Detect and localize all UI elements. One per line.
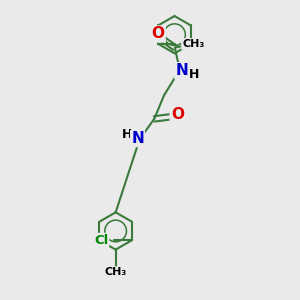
Text: Cl: Cl	[94, 234, 108, 247]
Text: CH₃: CH₃	[182, 39, 204, 49]
Text: H: H	[189, 68, 200, 81]
Text: CH₃: CH₃	[104, 267, 127, 277]
Text: H: H	[122, 128, 132, 141]
Text: N: N	[131, 131, 144, 146]
Text: O: O	[171, 107, 184, 122]
Text: O: O	[152, 26, 165, 41]
Text: N: N	[175, 63, 188, 78]
